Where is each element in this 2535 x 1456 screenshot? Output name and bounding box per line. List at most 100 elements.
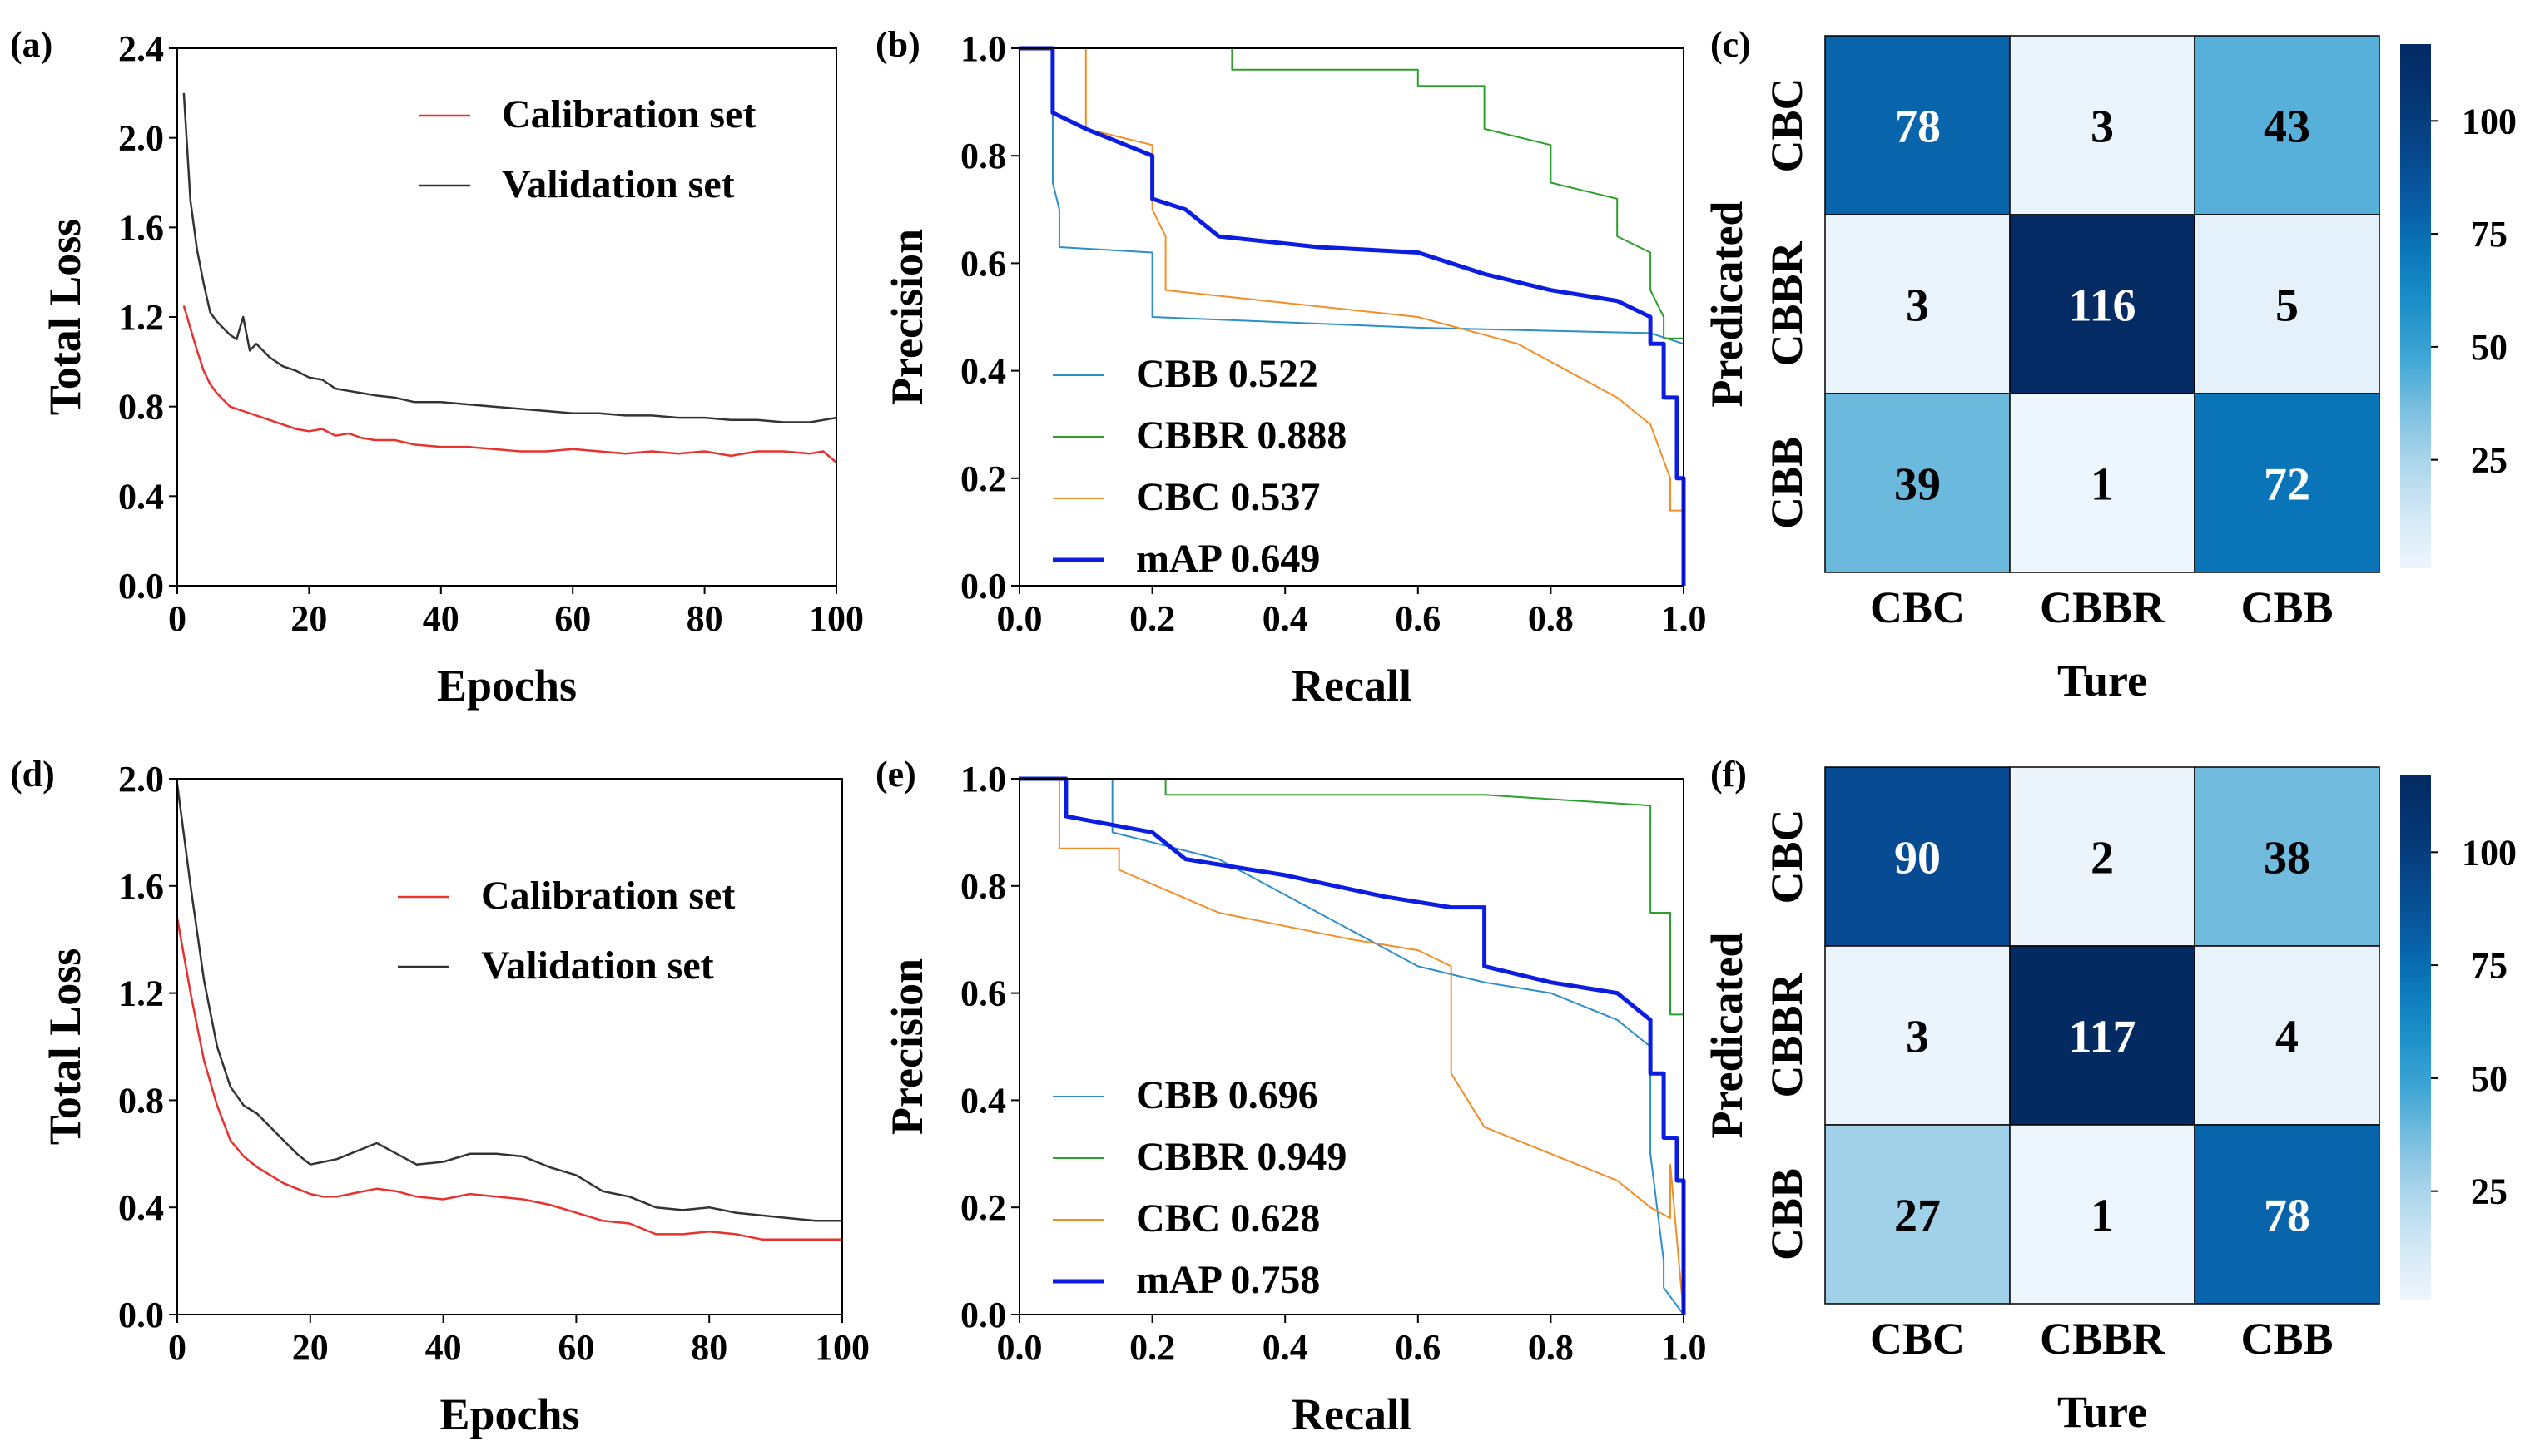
heatmap-value-f: 78: [2264, 1191, 2310, 1242]
colorbar-f: [2400, 775, 2431, 1300]
x-axis-label-f: Ture: [2057, 1387, 2147, 1437]
heatmap-cell-c: [1824, 35, 2011, 215]
y-tick-label-d: 2.0: [118, 759, 164, 800]
heatmap-cell-f: [2009, 945, 2195, 1126]
heatmap-value-c: 3: [1906, 280, 1929, 332]
y-tick-label-b: 0.6: [960, 243, 1006, 284]
plot-frame-e: [1019, 778, 1684, 1315]
colorbar-tick-label-f: 75: [2471, 945, 2508, 986]
colorbar-tick-label-c: 75: [2471, 214, 2508, 255]
x-axis-label-d: Epochs: [439, 1389, 579, 1439]
x-tick-label-b: 0.4: [1263, 598, 1308, 639]
y-tick-label-b: 0.2: [960, 458, 1006, 499]
series-line-e-3: [1019, 776, 1686, 1315]
y-tick-label-d: 0.4: [118, 1187, 164, 1228]
heatmap-value-c: 116: [2069, 280, 2136, 332]
heatmap-cell-c: [2194, 214, 2380, 394]
series-line-e-0: [1019, 778, 1684, 1315]
series-line-d-0: [176, 918, 842, 1241]
y-axis-label-b: Precision: [882, 229, 932, 405]
heatmap-cell-c: [1824, 214, 2011, 394]
y-tick-label-e: 0.8: [960, 866, 1006, 907]
heatmap-value-c: 72: [2264, 459, 2310, 511]
x-tick-label-e: 0.0: [997, 1327, 1043, 1368]
y-tick-label-a: 1.6: [118, 207, 164, 248]
plot-frame-d: [176, 778, 843, 1315]
series-line-d-1: [176, 784, 842, 1222]
heatmap-value-f: 90: [1894, 833, 1941, 884]
chart-e-precision-recall: (e) 0.0 0.2 0.4 0.6 0.8 1.0 0.0 0.2 0.4 0.6 0.8 1.0 R…: [876, 754, 1707, 1439]
panel-label-e: (e): [876, 754, 916, 795]
colorbar-c: [2400, 44, 2431, 568]
heatmap-cell-f: [1824, 1124, 2011, 1305]
panel-label-f: (f): [1710, 754, 1747, 795]
y-tick-label-a: 2.4: [118, 28, 164, 69]
y-category-label-f: CBC: [1762, 809, 1812, 904]
y-category-label-c: CBB: [1762, 437, 1812, 529]
legend-label-e: CBC 0.628: [1136, 1196, 1320, 1241]
x-tick-label-b: 1.0: [1661, 598, 1707, 639]
series-line-a-0: [182, 305, 837, 463]
x-axis-label-b: Recall: [1292, 661, 1411, 711]
x-axis-label-c: Ture: [2057, 656, 2147, 706]
x-tick-label-e: 1.0: [1661, 1327, 1707, 1368]
heatmap-cell-f: [2009, 766, 2195, 947]
y-tick-label-a: 2.0: [118, 118, 164, 159]
heatmap-cell-c: [1824, 393, 2011, 573]
y-category-label-c: CBC: [1762, 77, 1812, 172]
heatmap-cell-f: [2194, 945, 2380, 1126]
colorbar-tick-label-f: 100: [2462, 832, 2517, 873]
x-tick-label-b: 0.2: [1129, 598, 1175, 639]
series-line-e-2: [1019, 778, 1684, 1315]
heatmap-cell-c: [2194, 35, 2380, 215]
x-tick-label-d: 40: [425, 1327, 462, 1368]
x-tick-label-a: 60: [554, 598, 591, 639]
legend-label-d: Calibration set: [481, 874, 735, 918]
x-tick-label-e: 0.6: [1395, 1327, 1441, 1368]
legend-label-b: CBB 0.522: [1136, 352, 1318, 396]
x-category-label-c: CBC: [1870, 582, 1965, 632]
y-category-label-f: CBB: [1762, 1168, 1812, 1260]
heatmap-value-c: 78: [1894, 102, 1941, 153]
x-axis-label-a: Epochs: [437, 661, 577, 711]
y-tick-label-b: 0.4: [960, 351, 1006, 392]
y-tick-label-a: 0.0: [118, 566, 164, 607]
y-tick-label-d: 1.6: [118, 866, 164, 907]
y-tick-label-a: 0.8: [118, 387, 164, 428]
y-tick-label-e: 0.4: [960, 1080, 1006, 1121]
y-tick-label-e: 0.6: [960, 973, 1006, 1014]
heatmap-value-f: 27: [1894, 1191, 1941, 1242]
legend-label-b: CBC 0.537: [1136, 475, 1320, 519]
y-tick-label-b: 0.8: [960, 136, 1006, 176]
heatmap-value-f: 117: [2069, 1012, 2136, 1063]
chart-b-precision-recall: (b) 0.0 0.2 0.4 0.6 0.8 1.0 0.0 0.2 0.4 0.6 0.8 1.0 R…: [876, 24, 1707, 711]
legend-label-a: Calibration set: [502, 92, 756, 136]
x-tick-label-e: 0.4: [1263, 1327, 1308, 1368]
y-axis-label-a: Total Loss: [40, 219, 90, 416]
x-tick-label-d: 60: [558, 1327, 594, 1368]
x-tick-label-d: 100: [815, 1327, 870, 1368]
legend-label-b: CBBR 0.888: [1136, 414, 1347, 458]
x-category-label-f: CBBR: [2040, 1314, 2165, 1364]
y-tick-label-b: 1.0: [960, 28, 1006, 69]
x-tick-label-a: 0: [168, 598, 186, 639]
y-axis-label-c: Predicated: [1702, 201, 1752, 408]
panel-label-b: (b): [876, 24, 920, 65]
heatmap-cell-c: [2194, 393, 2380, 573]
y-tick-label-a: 1.2: [118, 297, 164, 338]
y-category-label-c: CBBR: [1762, 240, 1812, 366]
x-tick-label-e: 0.2: [1129, 1327, 1175, 1368]
heatmap-value-f: 38: [2264, 833, 2310, 884]
chart-d-loss-curve: (d) 0 20 40 60 80 100 0.0 0.4 0.8 1.2 1.6 2.0 Epochs T…: [10, 754, 870, 1439]
chart-f-confusion-matrix: (f) 90 2 38 3 117 4 27 1 78 CBC CBBR CBB CBC CBBR CBB Tu…: [1702, 754, 2517, 1437]
y-tick-label-a: 0.4: [118, 476, 164, 517]
y-axis-label-e: Precision: [882, 958, 932, 1135]
x-tick-label-b: 0.8: [1528, 598, 1574, 639]
series-line-b-2: [1019, 47, 1684, 586]
x-category-label-f: CBB: [2240, 1314, 2333, 1364]
y-tick-label-e: 0.0: [960, 1295, 1006, 1335]
heatmap-value-f: 4: [2275, 1012, 2299, 1063]
y-tick-label-e: 1.0: [960, 759, 1006, 800]
legend-label-e: mAP 0.758: [1136, 1258, 1320, 1302]
